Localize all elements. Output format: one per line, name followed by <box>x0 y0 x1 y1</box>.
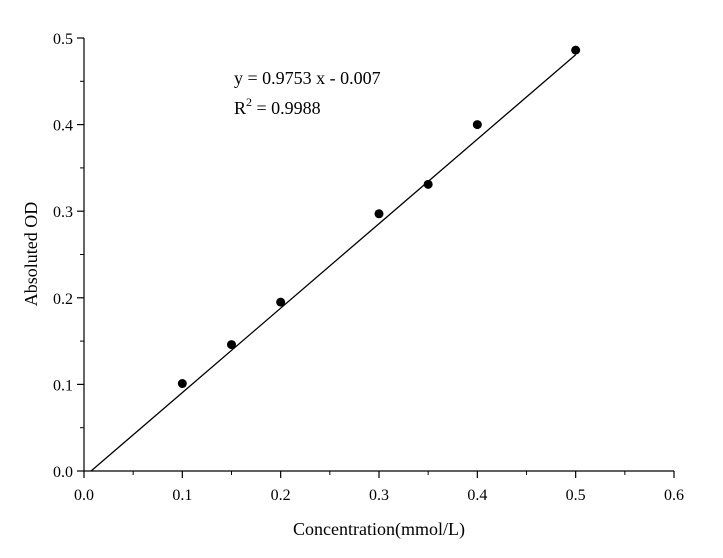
plot-frame <box>83 38 674 472</box>
x-axis: 0.0 0.1 0.2 0.3 0.4 0.5 0.6 <box>74 471 684 504</box>
r-squared-superscript: 2 <box>246 95 252 109</box>
x-tick-label: 0.2 <box>271 487 291 504</box>
fit-line <box>90 54 577 472</box>
x-tick-label: 0.5 <box>566 487 586 504</box>
data-point <box>472 120 482 130</box>
data-point <box>571 45 581 55</box>
r-squared-label: R2 = 0.9988 <box>234 95 321 118</box>
fit-line-group <box>90 54 577 472</box>
x-tick-label: 0.4 <box>467 487 487 504</box>
x-tick-label: 0.0 <box>74 487 94 504</box>
data-point <box>423 179 433 189</box>
r-squared-value: = 0.9988 <box>252 98 321 118</box>
y-tick-label: 0.1 <box>53 377 73 394</box>
y-axis: 0.0 0.1 0.2 0.3 0.4 0.5 <box>53 31 84 481</box>
data-point <box>374 209 384 219</box>
fit-equation: y = 0.9753 x - 0.007 <box>234 68 381 88</box>
x-tick-label: 0.1 <box>172 487 192 504</box>
data-point <box>177 379 187 389</box>
r-squared-symbol: R <box>234 98 246 118</box>
y-tick-label: 0.5 <box>53 31 73 48</box>
x-axis-title: Concentration(mmol/L) <box>293 519 465 540</box>
y-tick-label: 0.4 <box>53 118 73 135</box>
y-tick-label: 0.3 <box>53 204 73 221</box>
y-tick-label: 0.0 <box>53 464 73 481</box>
y-axis-title: Absoluted OD <box>21 202 41 307</box>
x-tick-label: 0.6 <box>664 487 684 504</box>
data-point <box>227 340 236 350</box>
data-point <box>276 297 286 307</box>
data-points <box>177 45 581 389</box>
x-tick-label: 0.3 <box>369 487 389 504</box>
y-tick-label: 0.2 <box>53 291 73 308</box>
